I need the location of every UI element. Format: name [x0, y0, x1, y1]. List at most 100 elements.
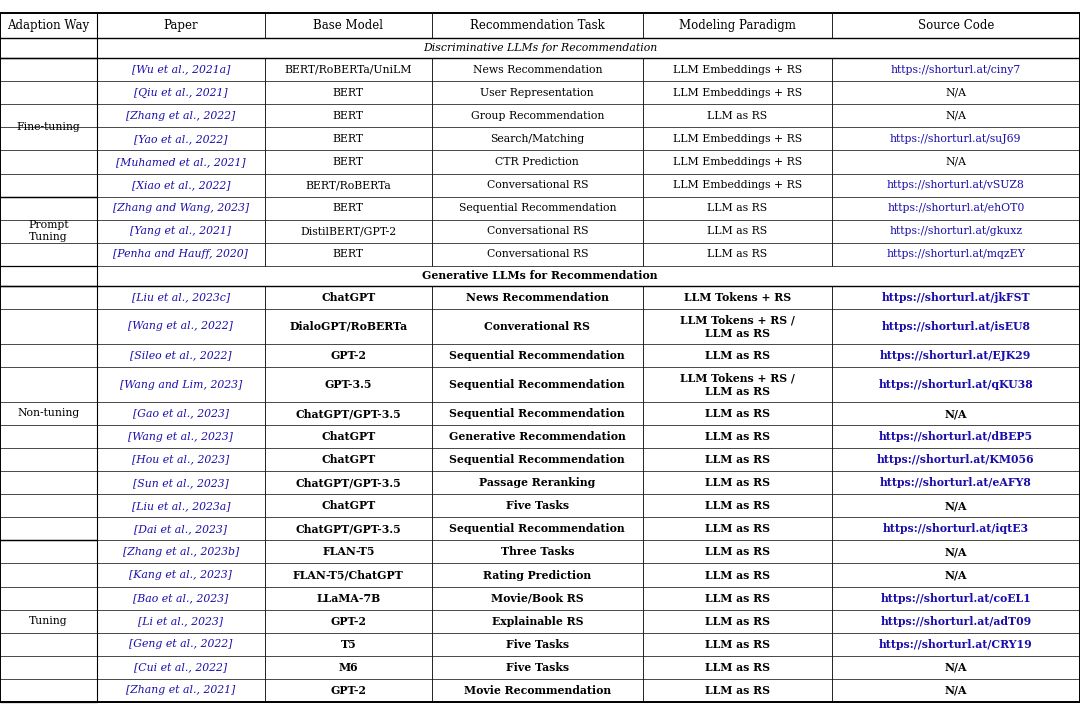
Text: Sequential Recommendation: Sequential Recommendation [449, 523, 625, 535]
Text: Base Model: Base Model [313, 19, 383, 32]
Text: ChatGPT/GPT-3.5: ChatGPT/GPT-3.5 [296, 523, 401, 535]
Text: [Sun et al., 2023]: [Sun et al., 2023] [133, 478, 229, 488]
Text: Paper: Paper [163, 19, 199, 32]
Text: LLM as RS: LLM as RS [704, 661, 770, 673]
Text: https://shorturl.at/KM056: https://shorturl.at/KM056 [877, 454, 1035, 465]
Text: LLM Embeddings + RS: LLM Embeddings + RS [673, 88, 801, 98]
Text: LLM as RS: LLM as RS [707, 111, 767, 121]
Text: DistilBERT/GPT-2: DistilBERT/GPT-2 [300, 226, 396, 236]
Text: BERT/RoBERTa/UniLM: BERT/RoBERTa/UniLM [284, 65, 413, 74]
Text: BERT: BERT [333, 203, 364, 213]
Text: https://shorturl.at/mqzEY: https://shorturl.at/mqzEY [887, 250, 1025, 259]
Text: LLM as RS: LLM as RS [704, 431, 770, 442]
Text: https://shorturl.at/isEU8: https://shorturl.at/isEU8 [881, 321, 1030, 332]
Text: Movie Recommendation: Movie Recommendation [463, 685, 611, 696]
Text: https://shorturl.at/adT09: https://shorturl.at/adT09 [880, 615, 1031, 627]
Text: BERT/RoBERTa: BERT/RoBERTa [306, 180, 391, 190]
Text: Modeling Paradigm: Modeling Paradigm [678, 19, 796, 32]
Text: Five Tasks: Five Tasks [505, 661, 569, 673]
Text: FLAN-T5/ChatGPT: FLAN-T5/ChatGPT [293, 569, 404, 581]
Text: [Liu et al., 2023a]: [Liu et al., 2023a] [132, 501, 230, 510]
Text: Conversational RS: Conversational RS [487, 250, 588, 259]
Text: https://shorturl.at/iqtE3: https://shorturl.at/iqtE3 [882, 523, 1029, 535]
Text: [Sileo et al., 2022]: [Sileo et al., 2022] [130, 350, 232, 360]
Text: N/A: N/A [945, 408, 967, 419]
Text: [Zhang et al., 2023b]: [Zhang et al., 2023b] [123, 547, 239, 557]
Text: LLM as RS: LLM as RS [704, 547, 770, 557]
Text: https://shorturl.at/eAFY8: https://shorturl.at/eAFY8 [880, 477, 1031, 489]
Text: GPT-2: GPT-2 [330, 350, 366, 361]
Text: Three Tasks: Three Tasks [500, 547, 575, 557]
Text: Sequential Recommendation: Sequential Recommendation [449, 350, 625, 361]
Text: LLM as RS: LLM as RS [707, 250, 767, 259]
Text: LLM as RS: LLM as RS [704, 523, 770, 535]
Text: BERT: BERT [333, 88, 364, 98]
Text: https://shorturl.at/CRY19: https://shorturl.at/CRY19 [879, 639, 1032, 649]
Text: [Wang and Lim, 2023]: [Wang and Lim, 2023] [120, 379, 242, 389]
Text: https://shorturl.at/qKU38: https://shorturl.at/qKU38 [878, 379, 1034, 390]
Text: [Gao et al., 2023]: [Gao et al., 2023] [133, 408, 229, 418]
Text: [Penha and Hauff, 2020]: [Penha and Hauff, 2020] [113, 250, 248, 259]
Text: T5: T5 [340, 639, 356, 649]
Text: Passage Reranking: Passage Reranking [480, 477, 595, 489]
Text: https://shorturl.at/EJK29: https://shorturl.at/EJK29 [880, 350, 1031, 361]
Text: Source Code: Source Code [918, 19, 994, 32]
Text: GPT-2: GPT-2 [330, 685, 366, 696]
Text: ChatGPT/GPT-3.5: ChatGPT/GPT-3.5 [296, 408, 401, 419]
Text: DialoGPT/RoBERTa: DialoGPT/RoBERTa [289, 321, 407, 332]
Text: [Xiao et al., 2022]: [Xiao et al., 2022] [132, 180, 230, 190]
Text: [Qiu et al., 2021]: [Qiu et al., 2021] [134, 88, 228, 98]
Text: LLM as RS: LLM as RS [704, 685, 770, 696]
Text: News Recommendation: News Recommendation [465, 292, 609, 303]
Text: Sequential Recommendation: Sequential Recommendation [449, 454, 625, 465]
Text: [Cui et al., 2022]: [Cui et al., 2022] [134, 662, 228, 672]
Text: [Wang et al., 2022]: [Wang et al., 2022] [129, 321, 233, 331]
Text: Adaption Way: Adaption Way [8, 19, 90, 32]
Text: https://shorturl.at/coEL1: https://shorturl.at/coEL1 [880, 593, 1031, 603]
Text: N/A: N/A [945, 685, 967, 696]
Text: LLM Tokens + RS: LLM Tokens + RS [684, 292, 791, 303]
Text: LLM Tokens + RS /
LLM as RS: LLM Tokens + RS / LLM as RS [679, 372, 795, 397]
Text: Prompt
Tuning: Prompt Tuning [28, 220, 69, 242]
Text: N/A: N/A [945, 661, 967, 673]
Text: BERT: BERT [333, 157, 364, 167]
Text: [Muhamed et al., 2021]: [Muhamed et al., 2021] [116, 157, 246, 167]
Text: https://shorturl.at/jkFST: https://shorturl.at/jkFST [881, 292, 1030, 303]
Text: Discriminative LLMs for Recommendation: Discriminative LLMs for Recommendation [423, 43, 657, 53]
Text: LLM as RS: LLM as RS [704, 593, 770, 603]
Text: [Zhang et al., 2022]: [Zhang et al., 2022] [126, 111, 235, 121]
Text: LLM Embeddings + RS: LLM Embeddings + RS [673, 65, 801, 74]
Text: [Zhang and Wang, 2023]: [Zhang and Wang, 2023] [112, 203, 249, 213]
Text: LLM as RS: LLM as RS [704, 477, 770, 489]
Text: N/A: N/A [945, 501, 967, 511]
Text: LLM as RS: LLM as RS [704, 569, 770, 581]
Text: N/A: N/A [945, 111, 967, 121]
Text: [Kang et al., 2023]: [Kang et al., 2023] [130, 570, 232, 580]
Text: GPT-2: GPT-2 [330, 615, 366, 627]
Text: FLAN-T5: FLAN-T5 [322, 547, 375, 557]
Text: ChatGPT: ChatGPT [321, 501, 376, 511]
Text: Fine-tuning: Fine-tuning [16, 123, 81, 133]
Text: LLM as RS: LLM as RS [704, 639, 770, 649]
Text: Converational RS: Converational RS [484, 321, 591, 332]
Text: [Geng et al., 2022]: [Geng et al., 2022] [130, 640, 232, 649]
Text: https://shorturl.at/ehOT0: https://shorturl.at/ehOT0 [887, 203, 1025, 213]
Text: ChatGPT: ChatGPT [321, 454, 376, 465]
Text: Generative Recommendation: Generative Recommendation [449, 431, 625, 442]
Text: [Wu et al., 2021a]: [Wu et al., 2021a] [132, 65, 230, 74]
Text: N/A: N/A [945, 157, 967, 167]
Text: LLM Embeddings + RS: LLM Embeddings + RS [673, 134, 801, 144]
Text: [Yang et al., 2021]: [Yang et al., 2021] [131, 226, 231, 236]
Text: BERT: BERT [333, 111, 364, 121]
Text: ChatGPT/GPT-3.5: ChatGPT/GPT-3.5 [296, 477, 401, 489]
Text: [Bao et al., 2023]: [Bao et al., 2023] [133, 593, 229, 603]
Text: GPT-3.5: GPT-3.5 [325, 379, 372, 390]
Text: Search/Matching: Search/Matching [490, 134, 584, 144]
Text: User Representation: User Representation [481, 88, 594, 98]
Text: Recommendation Task: Recommendation Task [470, 19, 605, 32]
Text: N/A: N/A [945, 569, 967, 581]
Text: Movie/Book RS: Movie/Book RS [491, 593, 583, 603]
Text: LLM Embeddings + RS: LLM Embeddings + RS [673, 180, 801, 190]
Text: M6: M6 [338, 661, 359, 673]
Text: LLM as RS: LLM as RS [704, 615, 770, 627]
